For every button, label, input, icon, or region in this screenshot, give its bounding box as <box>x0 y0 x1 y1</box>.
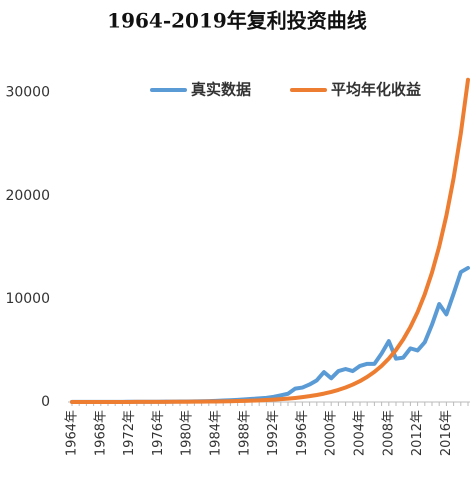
legend-label: 平均年化收益 <box>331 81 421 99</box>
x-tick-label: 1964年 <box>65 410 80 456</box>
x-tick-label: 2004年 <box>353 410 368 456</box>
chart-title: 1964-2019年复利投资曲线 <box>107 9 367 33</box>
x-tick-label: 1992年 <box>266 410 281 456</box>
x-tick-label: 1976年 <box>151 410 166 456</box>
y-tick-label: 20000 <box>5 188 50 204</box>
y-tick-label: 0 <box>41 394 50 410</box>
x-tick-label: 1988年 <box>237 410 252 456</box>
legend-label: 真实数据 <box>191 81 251 99</box>
x-tick-label: 2008年 <box>381 410 396 456</box>
x-tick-label: 1980年 <box>180 410 195 456</box>
y-tick-label: 30000 <box>5 85 50 101</box>
y-tick-label: 10000 <box>5 291 50 307</box>
x-tick-label: 2000年 <box>324 410 339 456</box>
x-tick-label: 2012年 <box>410 410 425 456</box>
x-tick-label: 1984年 <box>209 410 224 456</box>
x-tick-label: 1968年 <box>93 410 108 456</box>
x-tick-label: 2016年 <box>439 410 454 456</box>
series-line <box>70 265 470 404</box>
x-tick-label: 1996年 <box>295 410 310 456</box>
x-tick-label: 1972年 <box>122 410 137 456</box>
series-line <box>70 77 470 404</box>
